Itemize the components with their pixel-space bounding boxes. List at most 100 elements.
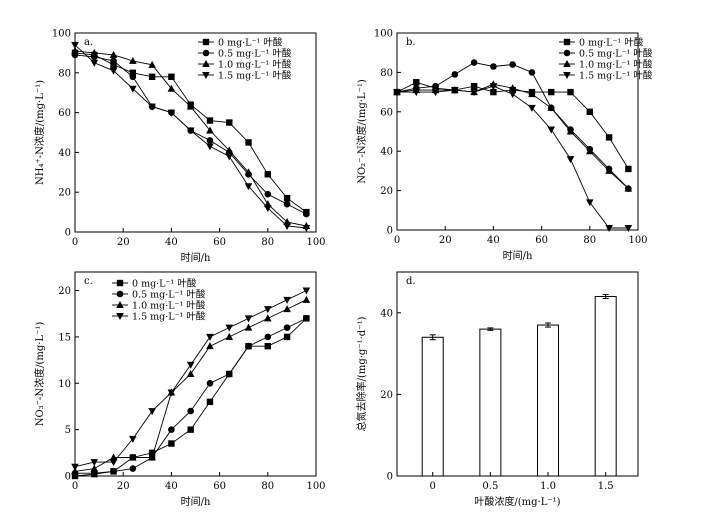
a-data-point [129, 73, 137, 81]
c-series-line-1 [75, 317, 307, 474]
c-data-point [168, 426, 175, 433]
c-series-3 [71, 287, 311, 471]
c-legend-marker [116, 290, 124, 298]
c-x-axis-label: 时间/h [181, 495, 211, 508]
a-data-point [206, 126, 214, 134]
a-data-point [148, 60, 156, 68]
c-series-line-0 [74, 318, 307, 477]
b-series-line-2 [396, 83, 629, 189]
d-bar [594, 295, 617, 477]
a-legend-label: 1.5 mg·L⁻¹ 叶酸 [218, 70, 292, 82]
a-data-point [129, 69, 137, 76]
c-data-point [264, 314, 272, 322]
b-x-tick-label: 40 [487, 235, 500, 246]
d-y-tick-label: 0 [387, 472, 393, 483]
c-panel-label: c. [84, 276, 93, 287]
a-x-tick-label: 60 [213, 237, 226, 248]
b-series-3 [393, 83, 633, 233]
d-x-tick-label: 1.0 [540, 481, 556, 492]
b-data-point [547, 103, 556, 111]
c-plot-frame [74, 271, 317, 477]
a-data-point [148, 103, 156, 111]
b-data-point [528, 69, 536, 76]
a-data-point [167, 109, 176, 117]
a-data-point [109, 50, 118, 58]
c-data-point [206, 398, 214, 406]
b-y-tick-label: 100 [374, 29, 393, 40]
b-data-point [509, 61, 516, 68]
c-y-tick-label: 5 [65, 425, 71, 436]
c-data-point [109, 453, 118, 461]
a-series-3 [71, 41, 311, 233]
b-data-point [624, 225, 633, 233]
a-y-tick-label: 20 [58, 188, 71, 199]
d-bar [421, 336, 444, 477]
d-bar [479, 328, 502, 477]
b-data-point [431, 89, 440, 97]
c-y-tick-label: 20 [58, 286, 71, 297]
c-y-tick-label: 0 [65, 472, 71, 483]
c-data-point [302, 287, 311, 295]
d-plot-frame [396, 271, 639, 477]
d-y-tick-label: 40 [380, 308, 393, 319]
d-x-tick-label: 0 [430, 481, 436, 492]
c-x-tick-label: 20 [117, 481, 130, 492]
b-y-axis-label: NO₂⁻-N浓度/(mg·L⁻¹) [355, 79, 368, 184]
c-data-point [225, 332, 234, 340]
b-x-tick-label: 80 [583, 235, 596, 246]
b-data-point [413, 79, 420, 86]
b-legend-marker [563, 49, 571, 57]
c-x-tick-label: 40 [165, 481, 178, 492]
b-data-point [548, 88, 555, 96]
b-x-axis-label: 时间/h [503, 249, 533, 262]
c-y-tick-label: 10 [58, 379, 71, 390]
c-data-point [71, 467, 79, 475]
b-data-point [586, 147, 594, 155]
b-legend-label: 1.5 mg·L⁻¹ 叶酸 [579, 70, 653, 82]
a-data-point [244, 183, 253, 191]
a-data-point [110, 61, 117, 69]
c-data-point [206, 379, 214, 387]
a-data-point [90, 48, 99, 56]
a-series-2 [71, 46, 311, 230]
b-data-point [586, 108, 593, 115]
c-data-point [187, 426, 194, 433]
c-data-point [148, 453, 156, 461]
d-x-tick-label: 1.5 [598, 481, 614, 492]
a-y-tick-label: 80 [58, 68, 71, 79]
c-legend-label: 1.5 mg·L⁻¹ 叶酸 [132, 311, 206, 323]
a-x-tick-label: 100 [306, 237, 325, 248]
b-data-point [393, 89, 401, 97]
c-data-point [244, 315, 253, 323]
b-x-tick-label: 60 [535, 235, 548, 246]
a-x-tick-label: 40 [165, 237, 178, 248]
a-legend-marker [202, 72, 210, 79]
a-y-tick-label: 0 [65, 228, 71, 239]
b-x-tick-label: 0 [394, 235, 400, 246]
a-data-point [129, 85, 137, 93]
a-data-point [302, 225, 311, 233]
c-data-point [129, 465, 137, 472]
c-data-point [283, 333, 291, 341]
c-data-point [264, 306, 272, 314]
panel-a: a. NH₄⁺-N浓度/(mg·L⁻¹) 时间/h 0 20 40 60 80 100 0 20 40… [33, 29, 326, 265]
c-data-point [186, 361, 195, 369]
a-legend: 0 mg·L⁻¹ 叶酸0.5 mg·L⁻¹ 叶酸1.0 mg·L⁻¹ 叶酸1.5… [198, 37, 292, 82]
c-y-tick-label: 15 [58, 332, 71, 343]
b-data-point [625, 165, 632, 173]
b-data-point [528, 90, 536, 98]
a-legend-label: 0.5 mg·L⁻¹ 叶酸 [218, 48, 292, 60]
a-legend-label: 1.0 mg·L⁻¹ 叶酸 [218, 59, 292, 71]
b-data-point [566, 127, 575, 135]
c-x-tick-label: 80 [261, 481, 274, 492]
a-legend-marker [202, 38, 210, 46]
c-data-point [129, 435, 137, 443]
c-legend-marker [116, 313, 124, 320]
c-legend: 0 mg·L⁻¹ 叶酸0.5 mg·L⁻¹ 叶酸1.0 mg·L⁻¹ 叶酸1.5… [112, 278, 206, 323]
a-data-point [186, 127, 195, 135]
b-data-point [586, 199, 594, 207]
c-data-point [109, 459, 118, 467]
b-legend: 0 mg·L⁻¹ 叶酸0.5 mg·L⁻¹ 叶酸1.0 mg·L⁻¹ 叶酸1.5… [559, 37, 653, 82]
a-data-point [206, 117, 214, 124]
